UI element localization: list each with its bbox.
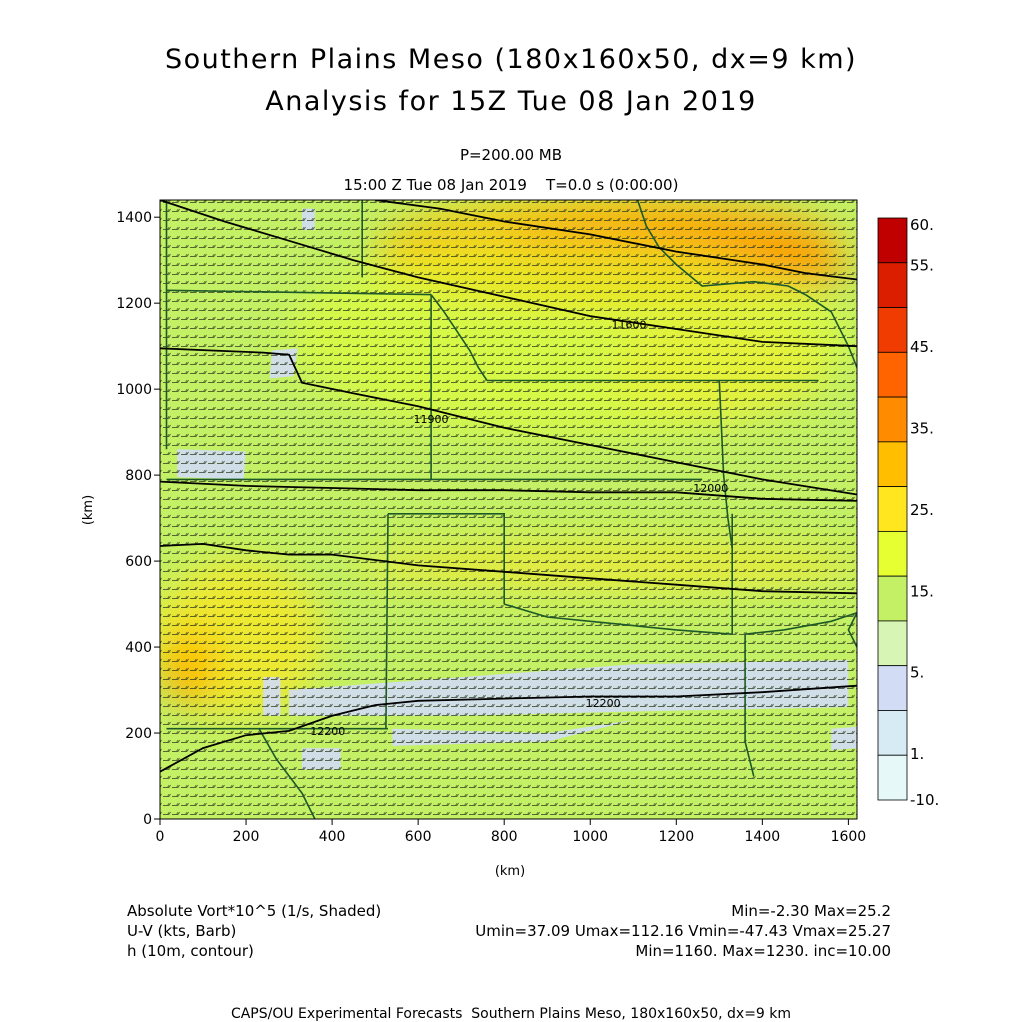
state-boundary-ar-ms <box>745 611 857 635</box>
colorbar-swatch <box>877 486 908 532</box>
colorbar-swatch <box>877 530 908 577</box>
y-tick-label: 200 <box>125 726 152 742</box>
map-title-line1: Southern Plains Meso (180x160x50, dx=9 k… <box>164 44 858 75</box>
y-axis-label: (km) <box>81 495 96 525</box>
y-tick-label: 800 <box>125 468 152 484</box>
state-boundary-il-edge <box>804 293 857 368</box>
colorbar-label: 35. <box>910 419 934 437</box>
height-contour-h3 <box>374 200 857 281</box>
x-tick-label: 600 <box>405 829 432 845</box>
valid-time: 15:00 Z Tue 08 Jan 2019 T=0.0 s (0:00:00… <box>343 176 679 194</box>
colorbar-swatch <box>877 396 908 443</box>
x-axis-label: (km) <box>495 864 525 879</box>
barb-field-label: U-V (kts, Barb) <box>127 922 237 940</box>
contour-label: 11900 <box>414 413 449 426</box>
contour-field-label: h (10m, contour) <box>127 942 254 960</box>
colorbar-label: 5. <box>910 664 924 682</box>
y-tick-label: 1200 <box>116 296 152 312</box>
colorbar-swatch <box>877 575 908 622</box>
map-title-line2: Analysis for 15Z Tue 08 Jan 2019 <box>265 86 757 117</box>
state-boundary-rio-grande <box>258 728 316 819</box>
state-boundary-ne-east <box>430 294 488 381</box>
y-tick-label: 1000 <box>116 382 152 398</box>
x-tick-label: 400 <box>319 829 346 845</box>
contour-label: 12200 <box>310 725 345 738</box>
colorbar-label: 60. <box>910 216 934 234</box>
contour-min-max: Min=1160. Max=1230. inc=10.00 <box>635 942 891 960</box>
y-tick-label: 400 <box>125 640 152 656</box>
x-tick-label: 1600 <box>831 829 867 845</box>
state-boundary-red-river <box>503 603 733 635</box>
y-tick-label: 0 <box>143 812 152 828</box>
state-boundary-ar-la <box>744 634 755 777</box>
colorbar-swatch <box>877 307 908 353</box>
colorbar: 60. 55. 45. 35. 25. 15. 5. 1. -10. <box>877 216 939 809</box>
colorbar-label: 15. <box>910 582 934 600</box>
plot-frame <box>159 199 858 820</box>
contour-label: 12000 <box>693 482 728 495</box>
colorbar-label: 25. <box>910 501 934 519</box>
height-contour-h1 <box>160 200 857 348</box>
colorbar-swatch <box>877 262 908 308</box>
state-boundary-tx-panhandle-w <box>385 513 389 729</box>
barb-min-max: Umin=37.09 Umax=112.16 Vmin=-47.43 Vmax=… <box>475 922 891 940</box>
x-tick-label: 1400 <box>745 829 781 845</box>
x-tick-label: 1200 <box>658 829 694 845</box>
colorbar-swatch <box>877 710 908 756</box>
shading-field-label: Absolute Vort*10^5 (1/s, Shaded) <box>127 902 382 920</box>
colorbar-swatch <box>877 754 908 801</box>
x-tick-label: 0 <box>156 829 165 845</box>
y-tick-label: 600 <box>125 554 152 570</box>
y-tick-label: 1400 <box>116 210 152 226</box>
wind-barb-field <box>160 200 857 819</box>
colorbar-label: 55. <box>910 257 934 275</box>
contour-label: 11600 <box>611 319 646 332</box>
shading-min-max: Min=-2.30 Max=25.2 <box>731 902 891 920</box>
height-contour-h6 <box>160 684 857 773</box>
pressure-level: P=200.00 MB <box>459 146 563 164</box>
height-contour-h5 <box>160 542 857 595</box>
height-contour-h2 <box>160 347 857 496</box>
colorbar-swatch <box>877 441 908 488</box>
colorbar-swatch <box>877 217 908 264</box>
colorbar-label: 45. <box>910 338 934 356</box>
colorbar-swatch <box>877 351 908 398</box>
x-tick-label: 800 <box>491 829 518 845</box>
state-boundary-mn-ia <box>636 200 806 296</box>
state-boundary-ne-ks <box>166 289 432 296</box>
state-boundary-east-edge <box>847 612 857 648</box>
colorbar-label: 1. <box>910 745 924 763</box>
colorbar-swatch <box>877 665 908 711</box>
contour-label: 12200 <box>586 697 621 710</box>
height-contour-h4 <box>160 480 857 502</box>
colorbar-label: -10. <box>910 791 939 809</box>
state-boundary-tx-panhandle <box>388 513 505 605</box>
x-tick-label: 1000 <box>572 829 608 845</box>
x-tick-label: 200 <box>233 829 260 845</box>
colorbar-swatch <box>877 620 908 667</box>
credit-line: CAPS/OU Experimental Forecasts Southern … <box>230 1006 792 1022</box>
